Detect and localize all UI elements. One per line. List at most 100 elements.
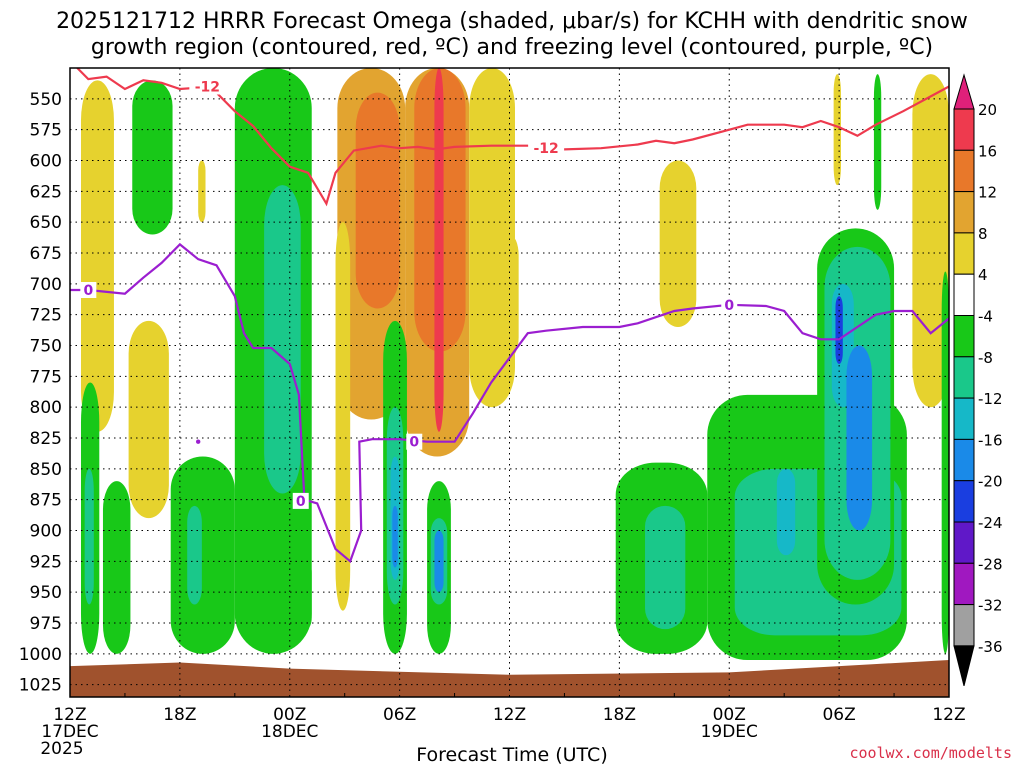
colorbar-swatch [953,315,975,358]
y-tick-label: 600 [30,152,62,172]
omega-region-14 [355,92,400,309]
x-tick-label: 00Z [713,705,746,725]
x-tick-date: 18DEC [261,722,318,742]
freezing-level-contour-label-bg [721,296,738,313]
dgz-contour-label: -12 [533,141,558,157]
colorbar-swatch [953,438,975,482]
y-tick-label: 700 [30,275,62,295]
colorbar-label: 4 [978,266,988,284]
x-tick-label: 18Z [603,705,636,725]
y-tick-label: 875 [30,491,62,511]
omega-region-42 [941,271,949,654]
y-tick-label: 950 [30,583,62,603]
omega-region-4 [132,80,173,235]
y-axis: 550 575 600 625 650 675 700 725 750 775 800 825 850 8… [19,90,62,696]
colorbar-label: -12 [978,390,1003,408]
omega-region-20 [500,234,519,358]
x-tick-year: 2025 [40,739,83,759]
colorbar-top-arrow [953,73,975,110]
colorbar-label: 8 [978,225,988,243]
y-tick-label: 925 [30,552,62,572]
omega-region-18 [434,68,444,432]
colorbar-swatch [953,191,975,234]
y-tick-label: 775 [30,367,62,387]
colorbar-label: -20 [978,473,1003,491]
freezing-level-contour-label-bg [406,433,423,450]
contours: -12 -12 0 0 0 0 [70,68,949,564]
y-tick-label: 625 [30,182,62,202]
freezing-level-contour-label-bg [80,282,97,298]
colorbar-swatch [953,108,975,151]
omega-region-12 [300,561,312,630]
colorbar-label: -36 [978,638,1003,656]
y-tick-label: 550 [30,90,62,110]
y-tick-label: 825 [30,429,62,449]
omega-region-3 [198,160,206,223]
freezing-level-contour-line [70,242,949,564]
x-tick-label: 06Z [822,705,855,725]
freezing-level-contour-label-bg [292,492,309,509]
x-axis-label: Forecast Time (UTC) [416,744,608,766]
omega-region-15 [335,222,351,611]
colorbar-swatch [953,562,975,606]
x-tick-date: 17DEC [41,722,98,742]
omega-region-6 [84,468,94,605]
colorbar-swatch [953,149,975,193]
omega-region-40 [873,74,882,210]
freezing-level-contour-label: 0 [83,283,93,299]
colorbar-label: 20 [978,101,997,119]
dgz-contour-label-bg [189,78,226,95]
omega-region-11 [264,185,301,494]
colorbar-label: -4 [978,308,993,326]
colorbar-label: -16 [978,431,1003,449]
x-tick-label: 12Z [53,705,86,725]
colorbar-swatch [953,232,975,275]
y-tick-label: 1000 [19,645,62,665]
dgz-contour-label-bg [528,140,565,157]
colorbar-swatch [953,521,975,564]
colorbar-swatch [953,273,975,317]
omega-region-28 [659,160,697,327]
colorbar-bottom-arrow [953,645,975,687]
omega-region-30 [645,505,686,630]
colorbar-swatch [953,480,975,523]
x-tick-label: 12Z [493,705,526,725]
colorbar: 20 16 12 8 4 -4 -8 -12 -16 -20 -24 -28 -32 -36 [953,73,1003,687]
freezing-level-contour-label: 0 [409,435,419,451]
y-tick-label: 800 [30,398,62,418]
colorbar-label: 16 [978,142,997,160]
y-tick-label: 850 [30,460,62,480]
x-tick-label: 00Z [273,705,306,725]
plot-frame [69,67,950,698]
omega-region-37 [846,345,873,531]
omega-region-24 [392,505,398,568]
colorbar-label: -32 [978,597,1003,615]
omega-region-8 [170,456,235,654]
colorbar-swatch [953,604,975,647]
y-tick-label: 725 [30,306,62,326]
colorbar-swatch [953,356,975,399]
freezing-level-dot [195,439,201,444]
y-tick-label: 675 [30,244,62,264]
omega-region-0 [80,80,114,432]
x-tick-date: 19DEC [701,722,758,742]
colorbar-label: -8 [978,349,993,367]
y-tick-label: 575 [30,121,62,141]
credit-text[interactable]: coolwx.com/modelts [849,744,1012,762]
freezing-level-contour-label: 0 [724,298,734,314]
x-tick-label: 06Z [383,705,416,725]
grid [69,68,950,697]
chart-title-line2: growth region (contoured, red, ºC) and f… [90,35,934,60]
omega-region-9 [187,505,202,605]
y-tick-label: 750 [30,337,62,357]
y-tick-label: 900 [30,522,62,542]
omega-region-33 [776,468,796,556]
freezing-level-contour-label: 0 [296,494,306,510]
omega-region-41 [912,74,949,408]
chart-title-line1: 2025121712 HRRR Forecast Omega (shaded, … [56,9,968,34]
colorbar-label: -28 [978,555,1003,573]
y-tick-label: 1025 [19,676,62,696]
omega-region-38 [835,296,843,364]
